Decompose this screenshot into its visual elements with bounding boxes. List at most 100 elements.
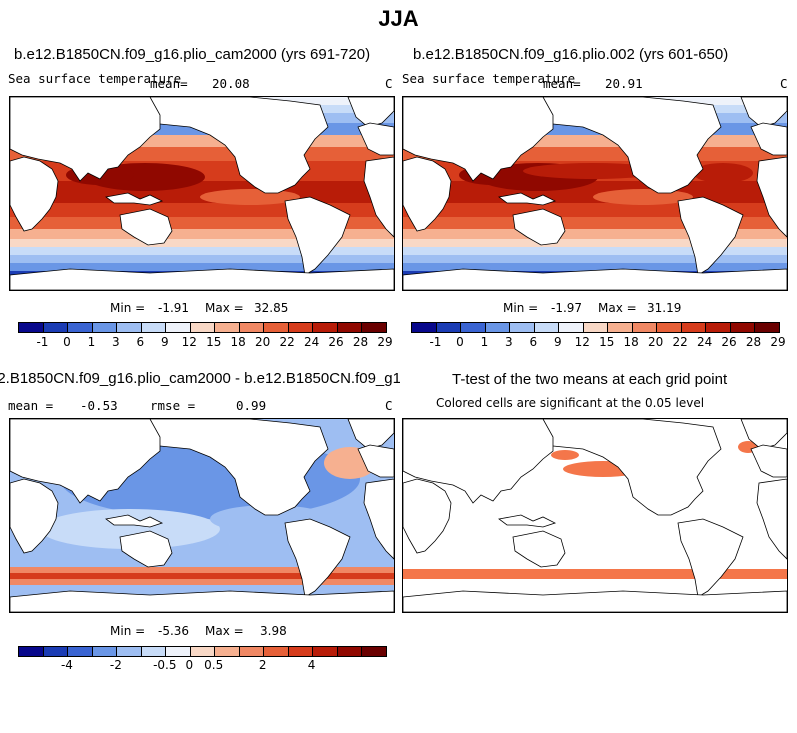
colorbar-tick-label: 28 xyxy=(745,335,762,349)
panel-3-mean-value: -0.53 xyxy=(80,398,118,413)
continent-indonesia xyxy=(498,514,557,528)
panel-1-max-value: 32.85 xyxy=(254,301,289,315)
panel-2-colorbar xyxy=(411,322,780,333)
panel-3-diff-field xyxy=(10,419,394,612)
continent-africa-right xyxy=(363,156,394,238)
continent-eurasia-right xyxy=(357,444,394,478)
colorbar-swatch xyxy=(608,323,633,332)
panel-4-subtitle: Colored cells are significant at the 0.0… xyxy=(436,396,705,410)
colorbar-swatch xyxy=(681,323,707,332)
continent-africa xyxy=(403,478,452,554)
colorbar-swatch xyxy=(264,647,289,656)
panel-2-units: C xyxy=(780,76,788,91)
colorbar-swatch xyxy=(215,323,240,332)
continent-antarctica xyxy=(403,590,787,612)
continent-africa xyxy=(403,156,452,232)
colorbar-tick-label: 1 xyxy=(87,335,96,349)
continent-antarctica xyxy=(403,268,787,290)
panel-3-title: b.e12.B1850CN.f09_g16.plio_cam2000 - b.e… xyxy=(0,370,400,387)
pacific-warm xyxy=(523,163,663,179)
colorbar-tick-label: -1 xyxy=(36,335,49,349)
continent-south-america xyxy=(284,518,351,598)
sst-band xyxy=(403,255,787,263)
colorbar-swatch xyxy=(461,323,486,332)
colorbar-tick-label: 9 xyxy=(160,335,169,349)
continent-africa-right xyxy=(756,478,787,560)
colorbar-swatch xyxy=(19,647,44,656)
colorbar-swatch xyxy=(117,647,142,656)
continent-south-america xyxy=(677,196,744,276)
panel-4-title: T-test of the two means at each grid poi… xyxy=(452,371,728,388)
figure-title: JJA xyxy=(378,6,419,31)
colorbar-tick-label: 0 xyxy=(456,335,464,349)
colorbar-swatch xyxy=(141,323,167,332)
colorbar-swatch xyxy=(190,647,216,656)
panel-1-map xyxy=(9,96,395,291)
continent-greenland xyxy=(347,419,394,450)
panel-1-mean-label: mean= xyxy=(150,76,188,91)
panel-2-title: b.e12.B1850CN.f09_g16.plio.002 (yrs 601-… xyxy=(413,46,729,63)
continent-eurasia-right xyxy=(750,122,787,156)
colorbar-tick-label: 15 xyxy=(206,335,222,349)
colorbar-swatch xyxy=(313,647,338,656)
continent-eurasia xyxy=(10,97,161,182)
panel-2-colorbar-ticks: -1 0 1 3 6 9 12 15 18 20 22 24 26 28 29 xyxy=(411,335,785,350)
sst-band xyxy=(10,239,394,247)
panel-3-units: C xyxy=(385,398,393,413)
continent-australia xyxy=(512,530,566,568)
sst-band xyxy=(10,263,394,271)
diff-neutral-trop xyxy=(40,509,220,549)
continent-eurasia xyxy=(403,97,554,182)
colorbar-swatch xyxy=(313,323,338,332)
atlantic-warm xyxy=(693,163,753,183)
continent-eurasia xyxy=(403,419,554,504)
sig-north-pacific-2 xyxy=(551,450,579,460)
continent-indonesia xyxy=(105,192,164,206)
colorbar-swatch xyxy=(534,323,560,332)
colorbar-swatch xyxy=(239,647,265,656)
colorbar-swatch xyxy=(68,647,93,656)
continent-africa xyxy=(10,478,59,554)
colorbar-tick-label: 20 xyxy=(648,335,664,349)
colorbar-swatch xyxy=(239,323,265,332)
panel-2-max-label: Max = xyxy=(598,301,637,315)
colorbar-tick-label: 2 xyxy=(258,658,267,672)
panel-1-title: b.e12.B1850CN.f09_g16.plio_cam2000 (yrs … xyxy=(14,46,371,63)
colorbar-swatch xyxy=(288,323,314,332)
diff-sh-strong-band xyxy=(10,573,394,579)
sst-band xyxy=(10,181,394,203)
panel-3-min-value: -5.36 xyxy=(158,624,190,638)
colorbar-swatch xyxy=(68,323,93,332)
colorbar-tick-label: 6 xyxy=(529,335,538,349)
sig-southern-band xyxy=(403,569,787,579)
panel-3-min-label: Min = xyxy=(110,624,146,638)
colorbar-tick-label: 9 xyxy=(553,335,562,349)
panel-1-min-value: -1.91 xyxy=(158,301,190,315)
colorbar-tick-label: 24 xyxy=(696,335,713,349)
panel-4-significance-field xyxy=(403,419,787,612)
colorbar-swatch xyxy=(190,323,216,332)
colorbar-tick-label: 12 xyxy=(574,335,590,349)
continent-antarctica xyxy=(10,590,394,612)
sst-band xyxy=(10,247,394,255)
sst-band xyxy=(10,229,394,239)
colorbar-tick-label: -1 xyxy=(429,335,442,349)
colorbar-swatch xyxy=(166,647,191,656)
continent-south-america xyxy=(677,518,744,598)
colorbar-swatch xyxy=(510,323,535,332)
colorbar-tick-label: 20 xyxy=(255,335,271,349)
panel-3-rmse-value: 0.99 xyxy=(236,398,267,413)
colorbar-tick-label: 22 xyxy=(279,335,295,349)
sst-band xyxy=(403,229,787,239)
panel-3-max-label: Max = xyxy=(205,624,244,638)
colorbar-swatch xyxy=(264,323,289,332)
colorbar-swatch xyxy=(412,323,437,332)
colorbar-swatch xyxy=(436,323,462,332)
panel-1-units: C xyxy=(385,76,393,91)
colorbar-swatch xyxy=(583,323,609,332)
panel-1-colorbar-ticks: -1 0 1 3 6 9 12 15 18 20 22 24 26 28 29 xyxy=(18,335,392,350)
panel-3-map xyxy=(9,418,395,613)
colorbar-tick-label: 18 xyxy=(623,335,639,349)
panel-1-mean-value: 20.08 xyxy=(212,76,250,91)
colorbar-swatch xyxy=(337,647,363,656)
